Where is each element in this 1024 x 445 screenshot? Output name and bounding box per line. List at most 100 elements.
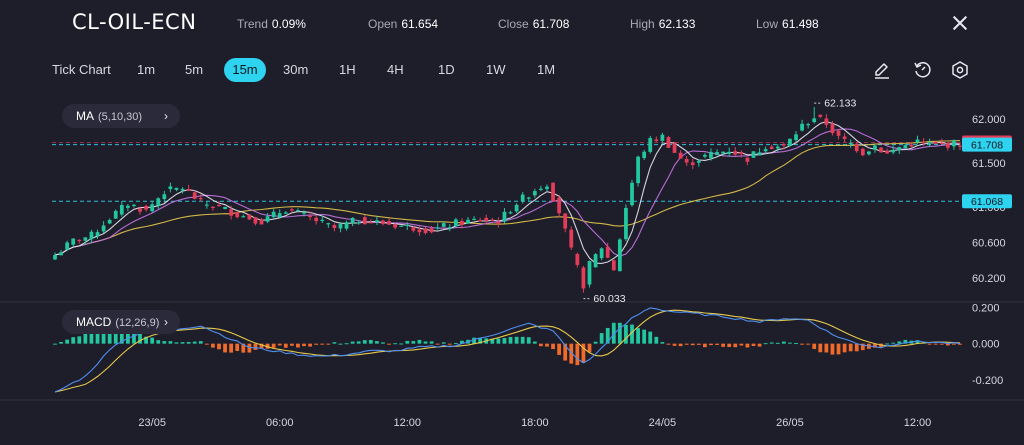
chevron-right-icon: ›	[164, 109, 168, 123]
candle-body	[624, 207, 628, 240]
tf-1w[interactable]: 1W	[486, 62, 506, 77]
candle-body	[684, 158, 689, 163]
candle-body	[860, 148, 865, 156]
candle-body	[65, 242, 70, 250]
candle-body	[885, 150, 889, 154]
candle-body	[557, 197, 562, 214]
macd-histogram-bar	[520, 336, 525, 344]
macd-histogram-bar	[405, 340, 410, 344]
tf-5m[interactable]: 5m	[185, 62, 204, 77]
settings-icon[interactable]	[950, 60, 970, 80]
candle-body	[630, 182, 634, 206]
macd-histogram-bar	[259, 343, 264, 349]
candle-body	[405, 224, 410, 227]
macd-histogram-bar	[788, 342, 792, 344]
candle-body	[800, 123, 804, 131]
macd-histogram-bar	[709, 343, 713, 346]
macd-histogram-bar	[332, 342, 337, 344]
candle-body	[192, 192, 197, 199]
candle-body	[867, 151, 871, 155]
candle-body	[241, 216, 246, 218]
candle-body	[59, 252, 63, 256]
candle-body	[739, 152, 744, 154]
macd-params: (12,26,9)	[115, 317, 160, 329]
macd-histogram-bar	[314, 343, 319, 345]
candle-body	[575, 253, 580, 265]
macd-histogram-bar	[283, 343, 288, 348]
macd-histogram-bar	[375, 341, 379, 344]
macd-histogram-bar	[271, 343, 276, 348]
timeframe-bar: Tick Chart 1m 5m 15m 30m 1H 4H 1D 1W 1M	[0, 58, 1024, 84]
macd-histogram-bar	[417, 339, 422, 344]
tf-1m[interactable]: 1m	[137, 62, 156, 77]
candle-body	[672, 143, 677, 153]
macd-histogram-bar	[65, 339, 70, 344]
macd-histogram-bar	[460, 340, 464, 344]
macd-histogram-bar	[818, 343, 823, 353]
candle-body	[460, 220, 464, 225]
tf-1h[interactable]: 1H	[339, 62, 356, 77]
candle-body	[338, 223, 343, 229]
tf-1m-month[interactable]: 1M	[537, 62, 556, 77]
candle-body	[138, 208, 142, 212]
macd-indicator-pill[interactable]: MACD (12,26,9) ›	[62, 310, 180, 334]
macd-histogram-bar	[812, 343, 817, 349]
macd-histogram-bar	[526, 337, 531, 344]
stat-low: Low 61.498	[756, 17, 819, 31]
macd-histogram-bar	[119, 326, 124, 344]
candle-body	[775, 146, 780, 149]
candle-body	[751, 151, 756, 158]
tf-tick-chart[interactable]: Tick Chart	[52, 62, 111, 77]
stat-trend: Trend 0.09%	[237, 17, 306, 31]
price-tag-label: 61.708	[971, 140, 1003, 152]
candle-body	[715, 152, 719, 156]
candle-body	[496, 221, 501, 225]
macd-tick-label: -0.200	[972, 375, 1003, 387]
tf-1d[interactable]: 1D	[438, 62, 455, 77]
candle-body	[144, 205, 148, 210]
candle-body	[211, 206, 215, 208]
macd-histogram-bar	[739, 343, 744, 346]
symbol-title: CL-OIL-ECN	[72, 10, 197, 34]
macd-histogram-bar	[939, 343, 944, 345]
candle-body	[435, 227, 440, 229]
candle-body	[289, 209, 294, 211]
candle-body	[873, 145, 877, 150]
candle-body	[854, 143, 859, 152]
macd-histogram-bar	[253, 343, 258, 350]
candle-body	[119, 205, 124, 215]
ma-indicator-pill[interactable]: MA (5,10,30) ›	[62, 104, 180, 128]
candle-body	[763, 149, 768, 152]
candle-body	[344, 222, 349, 229]
macd-histogram-bar	[775, 342, 780, 344]
macd-histogram-bar	[393, 343, 398, 345]
candle-body	[690, 162, 695, 166]
macd-histogram-bar	[289, 343, 294, 346]
candle-body	[368, 222, 373, 224]
tf-15m[interactable]: 15m	[224, 58, 266, 82]
reset-icon[interactable]	[912, 60, 932, 80]
candle-body	[107, 219, 112, 224]
tf-4h[interactable]: 4H	[387, 62, 404, 77]
candle-body	[508, 212, 513, 214]
candle-body	[168, 186, 173, 190]
candle-body	[399, 225, 404, 227]
stat-open: Open 61.654	[368, 17, 439, 31]
candle-body	[423, 228, 428, 234]
macd-histogram-bar	[545, 343, 549, 347]
candle-body	[253, 217, 258, 224]
macd-histogram-bar	[362, 340, 367, 344]
candle-body	[526, 197, 531, 199]
macd-histogram-bar	[89, 330, 94, 344]
candle-body	[174, 187, 179, 190]
pencil-icon[interactable]	[872, 60, 892, 80]
macd-histogram-bar	[642, 329, 647, 344]
macd-histogram-bar	[198, 341, 203, 344]
macd-histogram-bar	[59, 342, 63, 344]
x-tick-label: 24/05	[649, 417, 677, 429]
tf-30m[interactable]: 30m	[283, 62, 309, 77]
macd-histogram-bar	[472, 337, 476, 344]
macd-histogram-bar	[247, 343, 252, 353]
candle-body	[514, 204, 519, 212]
